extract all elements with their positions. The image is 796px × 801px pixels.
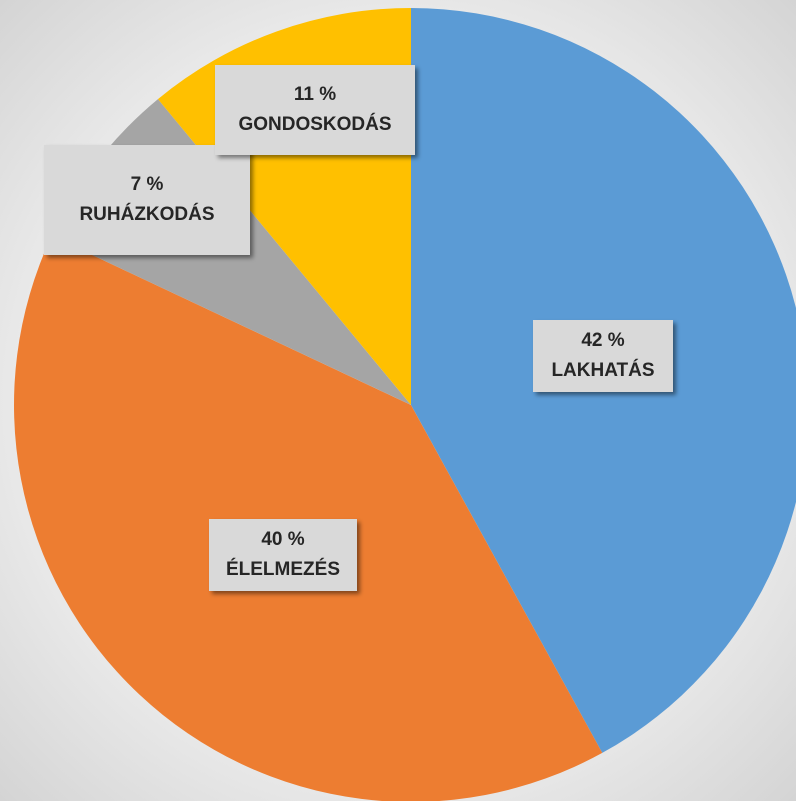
- label-box: [215, 65, 415, 155]
- value-label: 42 %: [581, 330, 624, 351]
- category-label: LAKHATÁS: [551, 359, 654, 381]
- label-box: [533, 320, 673, 392]
- value-label: 40 %: [261, 529, 304, 550]
- label-box: [209, 519, 357, 591]
- label-box: [44, 145, 250, 255]
- category-label: GONDOSKODÁS: [238, 113, 391, 135]
- pie-slice: [14, 235, 603, 801]
- value-label: 7 %: [131, 174, 164, 195]
- category-label: ÉLELMEZÉS: [226, 558, 340, 580]
- category-label: RUHÁZKODÁS: [79, 203, 214, 225]
- value-label: 11 %: [294, 84, 336, 105]
